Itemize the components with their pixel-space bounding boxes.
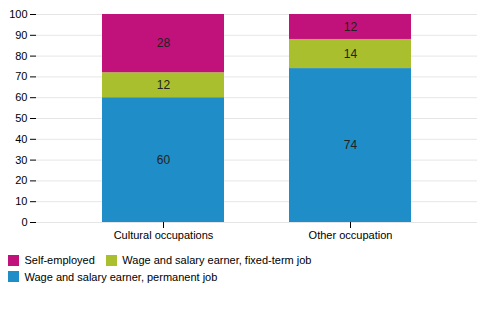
svg-text:70: 70	[15, 70, 27, 82]
html-text:Wage and salary earner, perman: Wage and salary earner, permanent job	[24, 270, 218, 283]
svg-text:40: 40	[15, 133, 27, 145]
svg-text:74: 74	[344, 138, 358, 152]
svg-text:30: 30	[15, 154, 27, 166]
svg-text:12: 12	[344, 20, 358, 34]
svg-text:0: 0	[21, 216, 27, 228]
svg-text:60: 60	[157, 153, 171, 167]
svg-text:10: 10	[15, 195, 27, 207]
svg-text:100: 100	[9, 8, 27, 20]
svg-text:90: 90	[15, 29, 27, 41]
svg-text:28: 28	[157, 36, 171, 50]
svg-text:50: 50	[15, 112, 27, 124]
svg-text:Cultural occupations: Cultural occupations	[114, 229, 214, 241]
html-text:Self-employed: Self-employed	[24, 254, 95, 267]
svg-text:Other occupation: Other occupation	[309, 229, 393, 241]
svg-text:20: 20	[15, 174, 27, 186]
html-text:Wage and salary earner, fixed-: Wage and salary earner, fixed-term job	[122, 254, 312, 267]
svg-text:12: 12	[157, 78, 171, 92]
svg-text:60: 60	[15, 91, 27, 103]
svg-text:80: 80	[15, 50, 27, 62]
svg-text:14: 14	[344, 47, 358, 61]
